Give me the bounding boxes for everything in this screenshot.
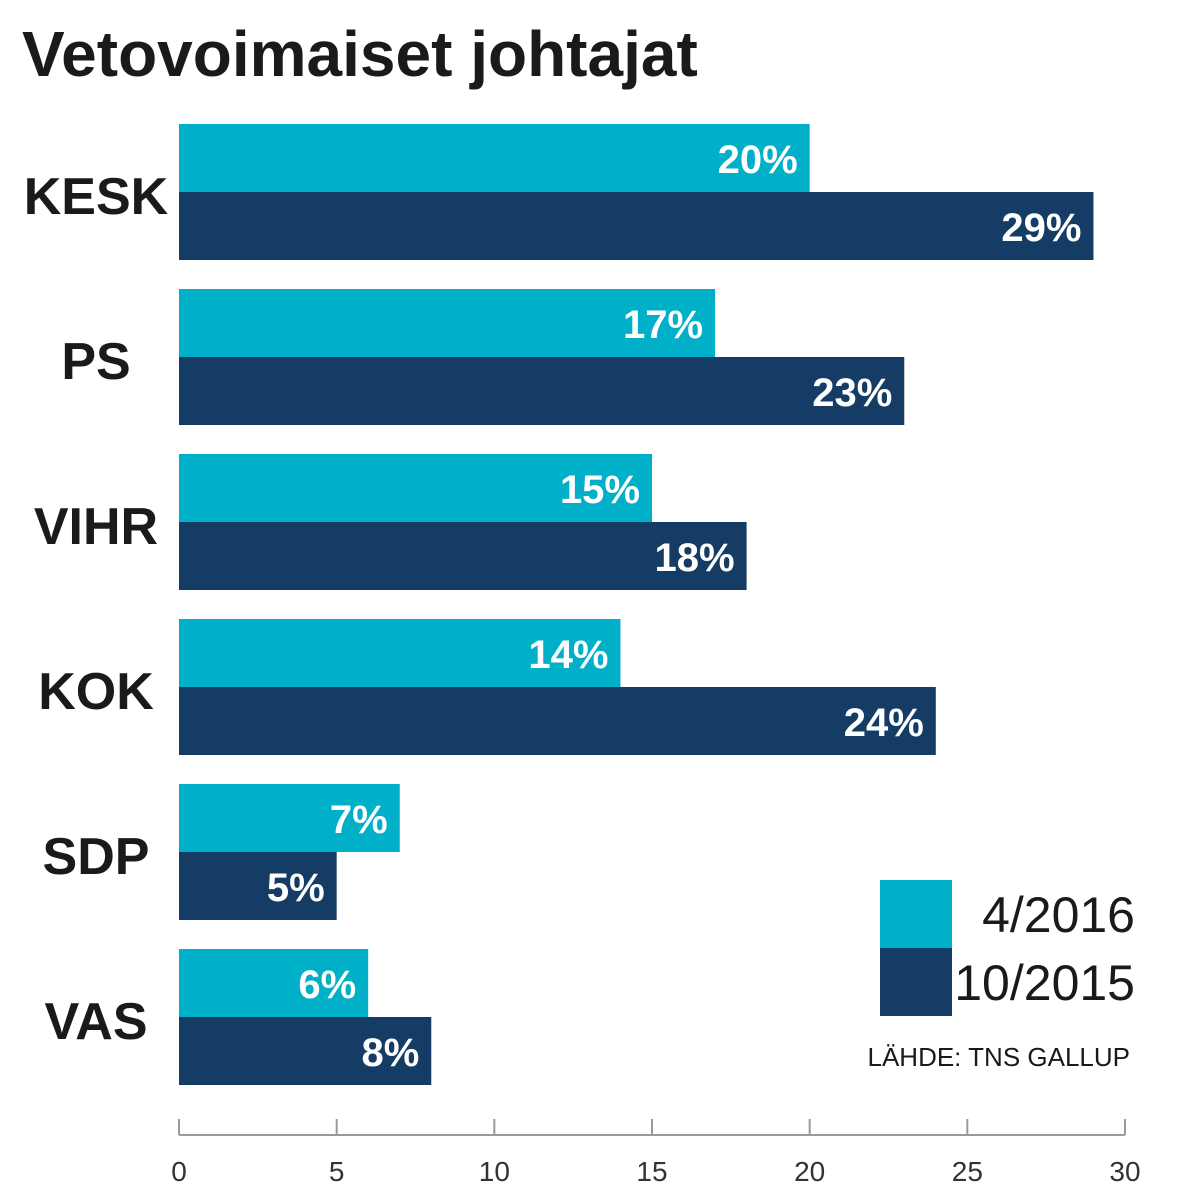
data-label-sdp-oct-2015: 5% xyxy=(267,866,325,910)
data-label-vihr-oct-2015: 18% xyxy=(655,536,735,580)
legend-swatch-apr-2016 xyxy=(880,880,952,948)
x-tick-label-20: 20 xyxy=(794,1156,825,1187)
x-tick-label-10: 10 xyxy=(479,1156,510,1187)
data-label-kok-oct-2015: 24% xyxy=(844,701,924,745)
legend-label-oct-2015: 10/2015 xyxy=(954,955,1135,1011)
category-label-vas: VAS xyxy=(44,993,147,1051)
bar-vas-oct-2015 xyxy=(179,1017,432,1085)
data-label-vas-oct-2015: 8% xyxy=(361,1031,419,1075)
category-label-sdp: SDP xyxy=(43,828,150,886)
x-tick-label-15: 15 xyxy=(636,1156,667,1187)
legend-swatch-oct-2015 xyxy=(880,948,952,1016)
category-label-kesk: KESK xyxy=(24,168,169,226)
data-label-sdp-apr-2016: 7% xyxy=(330,798,388,842)
bar-sdp-apr-2016 xyxy=(179,784,400,852)
x-tick-label-5: 5 xyxy=(329,1156,345,1187)
legend-label-apr-2016: 4/2016 xyxy=(982,887,1135,943)
x-tick-label-0: 0 xyxy=(171,1156,187,1187)
chart-title: Vetovoimaiset johtajat xyxy=(22,18,698,90)
data-label-kok-apr-2016: 14% xyxy=(528,633,608,677)
x-axis: 0 5 10 15 20 25 30 xyxy=(171,1119,1141,1187)
bar-kok-oct-2015 xyxy=(179,687,936,755)
data-label-ps-apr-2016: 17% xyxy=(623,303,703,347)
category-labels: KESK PS VIHR KOK SDP VAS xyxy=(24,168,169,1051)
category-label-ps: PS xyxy=(61,333,130,391)
data-label-vas-apr-2016: 6% xyxy=(298,963,356,1007)
source-note: LÄHDE: TNS GALLUP xyxy=(867,1042,1130,1072)
bar-sdp-oct-2015 xyxy=(179,852,337,920)
bar-ps-apr-2016 xyxy=(179,289,716,357)
data-label-kesk-apr-2016: 20% xyxy=(718,138,798,182)
bar-kesk-apr-2016 xyxy=(179,124,810,192)
data-label-ps-oct-2015: 23% xyxy=(812,371,892,415)
data-label-vihr-apr-2016: 15% xyxy=(560,468,640,512)
category-label-kok: KOK xyxy=(38,663,154,721)
x-tick-label-25: 25 xyxy=(952,1156,983,1187)
bar-vihr-apr-2016 xyxy=(179,454,652,522)
category-label-vihr: VIHR xyxy=(34,498,158,556)
bar-vihr-oct-2015 xyxy=(179,522,747,590)
bar-ps-oct-2015 xyxy=(179,357,905,425)
x-tick-label-30: 30 xyxy=(1109,1156,1140,1187)
bar-group: 20% 29% 17% 23% 15% 18% 14% 24% 7%5% 6%8% xyxy=(179,124,1094,1085)
bar-vas-apr-2016 xyxy=(179,949,369,1017)
data-label-kesk-oct-2015: 29% xyxy=(1001,206,1081,250)
legend: 4/2016 10/2015 xyxy=(880,880,1135,1016)
bar-kok-apr-2016 xyxy=(179,619,621,687)
bar-kesk-oct-2015 xyxy=(179,192,1094,260)
